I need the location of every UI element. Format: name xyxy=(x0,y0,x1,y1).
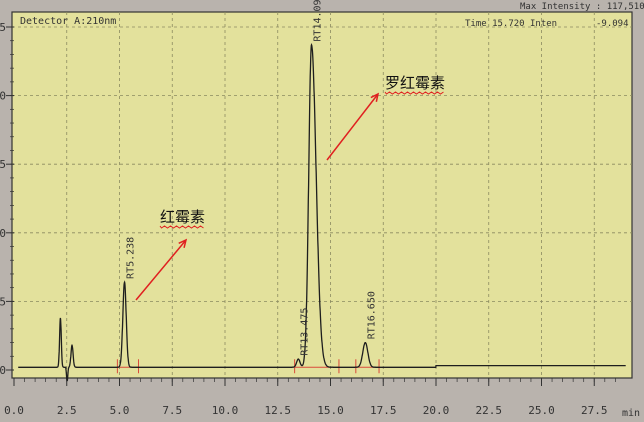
x-tick-label: 17.5 xyxy=(370,404,397,417)
y-tick-label: 125 xyxy=(0,21,6,34)
axes: 0.0 2.5 5.0 7.5 10.0 12.5 15.0 17.5 20.0 22.5 25.0… xyxy=(0,21,616,417)
grid xyxy=(12,12,632,378)
y-tick-label: 50 xyxy=(0,227,6,240)
inten-label: Inten xyxy=(530,19,557,29)
annotation-arrow xyxy=(135,239,187,301)
x-tick-label: 0.0 xyxy=(4,404,24,417)
annotation-label: 红霉素 xyxy=(160,208,205,226)
peak-label: RT16.650 xyxy=(366,291,377,339)
max-intensity: Max Intensity : 117,510 xyxy=(520,2,644,12)
x-tick-label: 5.0 xyxy=(110,404,130,417)
x-axis-unit: min xyxy=(622,408,640,419)
detector-title: Detector A:210nm xyxy=(20,16,116,27)
y-tick-label: 75 xyxy=(0,158,6,171)
inten-value: -9.094 xyxy=(596,19,629,29)
y-tick-label: 0 xyxy=(0,364,6,377)
x-tick-label: 15.0 xyxy=(317,404,344,417)
spellcheck-underline xyxy=(384,91,444,95)
annotation-label: 罗红霉素 xyxy=(385,74,445,92)
x-tick-label: 2.5 xyxy=(57,404,77,417)
x-tick-label: 22.5 xyxy=(476,404,503,417)
peak-labels: RT5.238 RT13.475 RT14.099 RT16.650 xyxy=(126,0,378,356)
arrowhead-icon xyxy=(370,92,380,102)
peak-label: RT5.238 xyxy=(126,237,137,279)
x-tick-label: 27.5 xyxy=(581,404,608,417)
x-tick-label: 25.0 xyxy=(528,404,555,417)
peak-label: RT14.099 xyxy=(312,0,323,42)
annotation-arrow xyxy=(326,93,379,161)
x-tick-label: 7.5 xyxy=(162,404,182,417)
x-tick-label: 20.0 xyxy=(423,404,450,417)
arrowhead-icon xyxy=(178,238,188,248)
time-readout: Time 15.720 xyxy=(465,19,525,29)
annotations: 红霉素 罗红霉素 xyxy=(135,74,445,301)
x-tick-label: 10.0 xyxy=(212,404,239,417)
spellcheck-underline xyxy=(159,225,204,229)
y-tick-label: 25 xyxy=(0,295,6,308)
y-tick-label: 100 xyxy=(0,90,6,103)
x-tick-label: 12.5 xyxy=(265,404,292,417)
peak-label: RT13.475 xyxy=(299,308,310,356)
chromatogram-trace xyxy=(18,42,626,382)
plot-background xyxy=(11,11,633,379)
